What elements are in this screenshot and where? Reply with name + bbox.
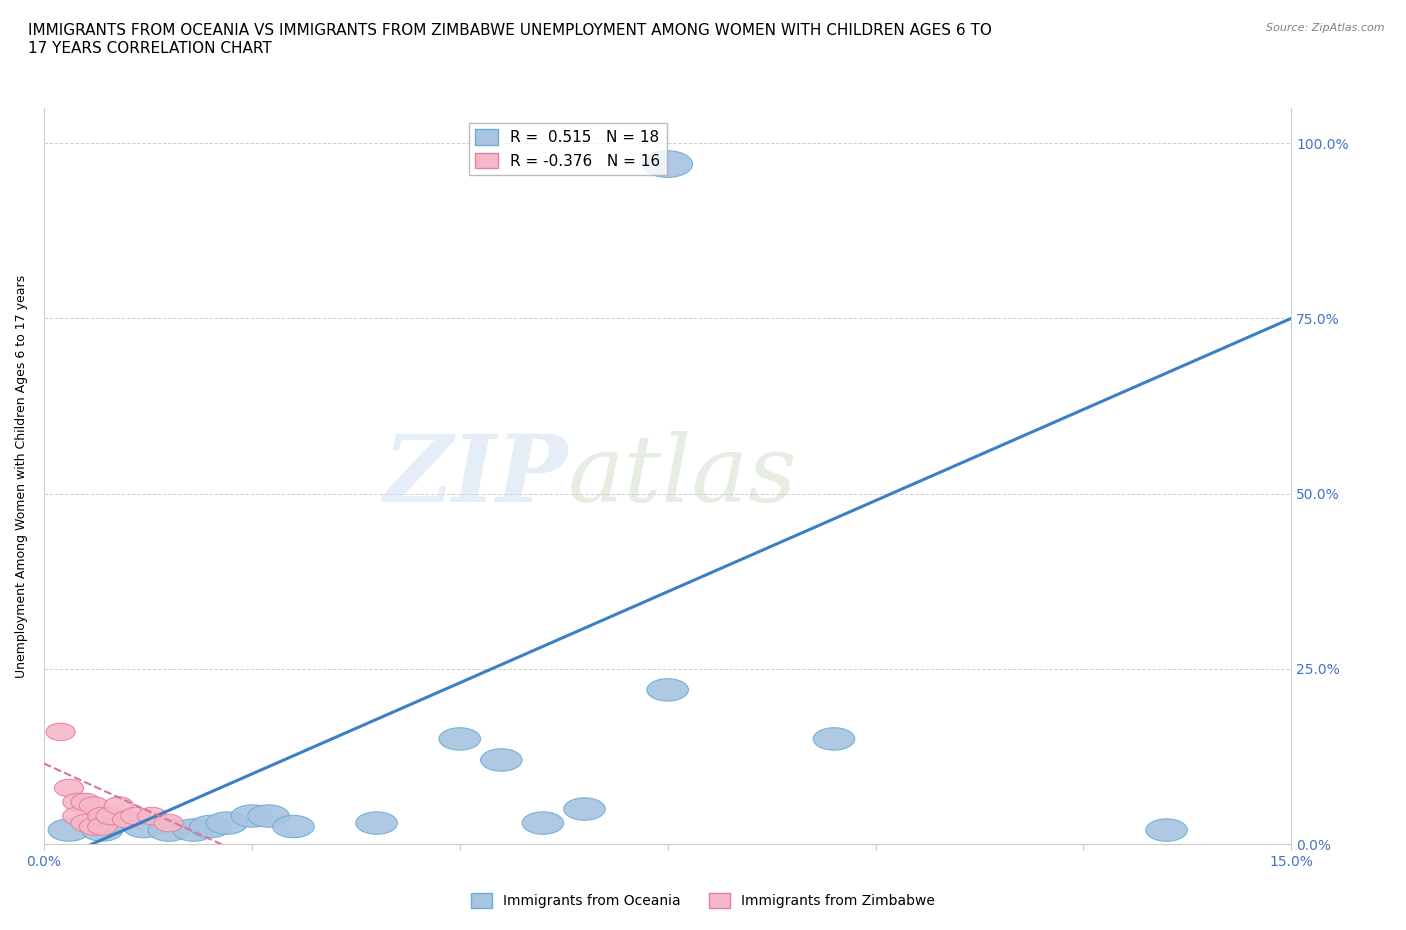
Ellipse shape (481, 749, 522, 771)
Ellipse shape (63, 807, 91, 825)
Ellipse shape (79, 797, 108, 815)
Ellipse shape (173, 818, 215, 842)
Legend: R =  0.515   N = 18, R = -0.376   N = 16: R = 0.515 N = 18, R = -0.376 N = 16 (470, 123, 666, 175)
Ellipse shape (647, 679, 689, 701)
Ellipse shape (79, 817, 108, 835)
Ellipse shape (155, 815, 183, 831)
Ellipse shape (207, 812, 247, 834)
Ellipse shape (190, 816, 231, 838)
Ellipse shape (87, 807, 117, 825)
Ellipse shape (63, 793, 91, 811)
Ellipse shape (273, 816, 314, 838)
Ellipse shape (247, 804, 290, 828)
Ellipse shape (48, 818, 90, 842)
Ellipse shape (46, 724, 75, 740)
Ellipse shape (564, 798, 606, 820)
Ellipse shape (138, 807, 167, 825)
Ellipse shape (104, 797, 134, 815)
Y-axis label: Unemployment Among Women with Children Ages 6 to 17 years: Unemployment Among Women with Children A… (15, 274, 28, 678)
Ellipse shape (121, 807, 150, 825)
Ellipse shape (356, 812, 398, 834)
Legend: Immigrants from Oceania, Immigrants from Zimbabwe: Immigrants from Oceania, Immigrants from… (465, 888, 941, 914)
Ellipse shape (522, 812, 564, 834)
Ellipse shape (148, 818, 190, 842)
Ellipse shape (55, 779, 83, 797)
Ellipse shape (70, 793, 100, 811)
Text: Source: ZipAtlas.com: Source: ZipAtlas.com (1267, 23, 1385, 33)
Ellipse shape (96, 807, 125, 825)
Ellipse shape (87, 817, 117, 835)
Text: IMMIGRANTS FROM OCEANIA VS IMMIGRANTS FROM ZIMBABWE UNEMPLOYMENT AMONG WOMEN WIT: IMMIGRANTS FROM OCEANIA VS IMMIGRANTS FR… (28, 23, 993, 56)
Ellipse shape (82, 818, 122, 842)
Ellipse shape (231, 804, 273, 828)
Ellipse shape (439, 727, 481, 751)
Text: ZIP: ZIP (384, 431, 568, 521)
Ellipse shape (643, 151, 693, 178)
Text: atlas: atlas (568, 431, 797, 521)
Ellipse shape (70, 815, 100, 831)
Ellipse shape (122, 816, 165, 838)
Ellipse shape (112, 811, 142, 829)
Ellipse shape (813, 727, 855, 751)
Ellipse shape (1146, 818, 1188, 842)
